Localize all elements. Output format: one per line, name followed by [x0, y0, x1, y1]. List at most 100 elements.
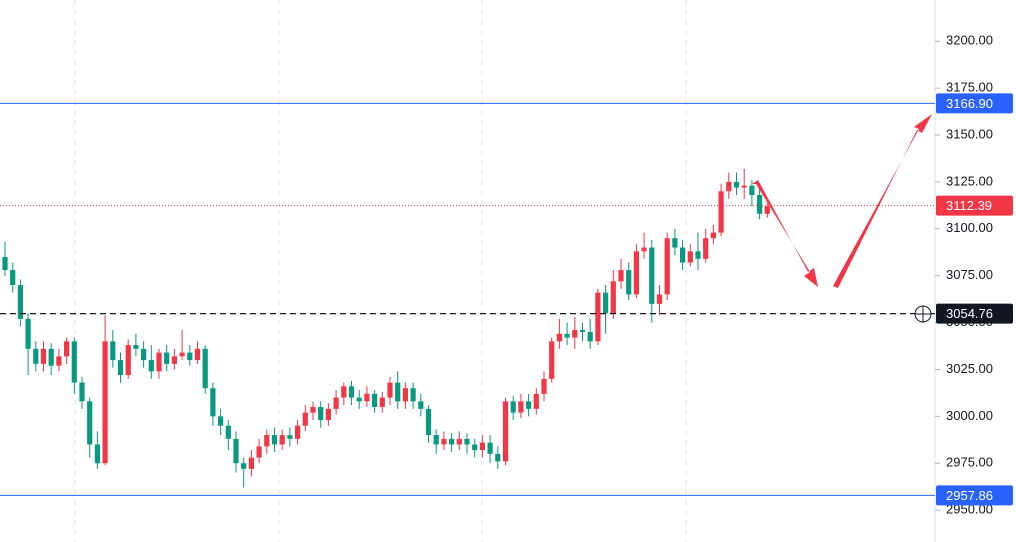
- candle-body: [472, 444, 478, 451]
- candle-body: [87, 401, 93, 445]
- candle-body: [210, 388, 216, 417]
- candle-body: [549, 341, 555, 379]
- price-tag-label: 3054.76: [946, 306, 993, 321]
- candle-body: [572, 330, 578, 338]
- candle-body: [141, 348, 147, 361]
- candle-body: [603, 292, 609, 314]
- candle-body: [695, 251, 701, 259]
- candle-body: [410, 388, 416, 402]
- candle-body: [248, 457, 254, 469]
- y-tick-label: 3075.00: [946, 267, 993, 282]
- candle-body: [64, 341, 70, 357]
- candle-body: [610, 281, 616, 314]
- candle-body: [156, 352, 162, 372]
- candle-body: [287, 435, 293, 439]
- plot: [0, 102, 935, 496]
- candle-body: [495, 453, 501, 462]
- candle-body: [279, 435, 285, 445]
- candle-body: [333, 397, 339, 409]
- candle-body: [110, 341, 116, 361]
- candle-body: [387, 382, 393, 398]
- candle-body: [94, 444, 100, 464]
- candle-body: [102, 341, 108, 464]
- y-tick-label: 3150.00: [946, 126, 993, 141]
- candle-body: [225, 425, 231, 439]
- candle-body: [241, 463, 247, 469]
- price-tag: [936, 93, 1013, 114]
- price-tag-label: 2957.86: [946, 488, 993, 503]
- candle-body: [626, 270, 632, 295]
- candle-body: [579, 330, 586, 332]
- candle-body: [48, 348, 54, 366]
- candle-body: [587, 331, 593, 342]
- candle-body: [348, 386, 355, 398]
- candle-body: [741, 185, 747, 188]
- candle-body: [395, 382, 401, 402]
- candle-body: [433, 435, 439, 445]
- time-grid: [74, 0, 687, 542]
- crosshair-icon: [914, 305, 932, 323]
- candle-body: [664, 238, 670, 295]
- candle-body: [356, 397, 362, 402]
- price-axis: 2950.002975.003000.003025.003050.003075.…: [935, 33, 1013, 517]
- candle-body: [726, 181, 732, 192]
- price-tag: [936, 485, 1013, 506]
- candle-body: [264, 435, 270, 447]
- y-tick-label: 2975.00: [946, 455, 993, 470]
- candle-body: [441, 438, 447, 445]
- candle-body: [295, 425, 301, 439]
- price-tag-label: 3112.39: [946, 198, 992, 213]
- candle-body: [672, 238, 678, 248]
- candle-body: [418, 401, 424, 409]
- candle-body: [541, 378, 547, 394]
- candle-body: [17, 285, 23, 319]
- candle-body: [456, 438, 462, 445]
- candle-body: [718, 191, 724, 233]
- candle-body: [487, 442, 493, 454]
- candle-body: [526, 401, 532, 409]
- candle-body: [372, 393, 378, 407]
- candle-body: [402, 388, 408, 402]
- candle-body: [757, 195, 763, 214]
- y-tick-label: 3175.00: [946, 80, 993, 95]
- candle-body: [179, 352, 185, 357]
- candle-body: [749, 185, 755, 196]
- candle-body: [680, 247, 686, 263]
- candle-body: [256, 446, 262, 458]
- candle-body: [318, 406, 324, 421]
- candle-body: [171, 356, 177, 364]
- candle-body: [618, 270, 624, 282]
- arrow-up: [833, 114, 932, 288]
- price-tag-label: 3166.90: [946, 96, 993, 111]
- candle-body: [310, 406, 316, 413]
- candle-body: [125, 345, 131, 376]
- candle-body: [148, 360, 154, 372]
- candle-body: [194, 348, 201, 361]
- candle-body: [564, 333, 570, 338]
- y-tick-label: 3200.00: [946, 33, 993, 48]
- candle-body: [733, 181, 740, 188]
- y-tick-label: 3000.00: [946, 408, 993, 423]
- candle-body: [341, 386, 347, 398]
- candle-body: [56, 356, 62, 366]
- candle-body: [518, 401, 524, 413]
- candle-body: [202, 348, 208, 389]
- candle-body: [510, 401, 516, 413]
- candle-body: [533, 393, 539, 409]
- candle-body: [10, 270, 16, 286]
- candle-body: [710, 232, 716, 239]
- candle-body: [479, 442, 485, 451]
- candle-body: [325, 408, 331, 421]
- candle-body: [2, 256, 8, 271]
- candle-body: [71, 341, 77, 383]
- price-tag: [936, 195, 1013, 216]
- candle-body: [425, 408, 432, 436]
- y-tick-label: 3125.00: [946, 173, 993, 188]
- candle-body: [40, 348, 47, 364]
- y-tick-label: 3025.00: [946, 361, 993, 376]
- candle-body: [464, 438, 470, 445]
- candle-body: [502, 401, 509, 462]
- candle-body: [649, 247, 655, 304]
- candle-body: [233, 438, 239, 464]
